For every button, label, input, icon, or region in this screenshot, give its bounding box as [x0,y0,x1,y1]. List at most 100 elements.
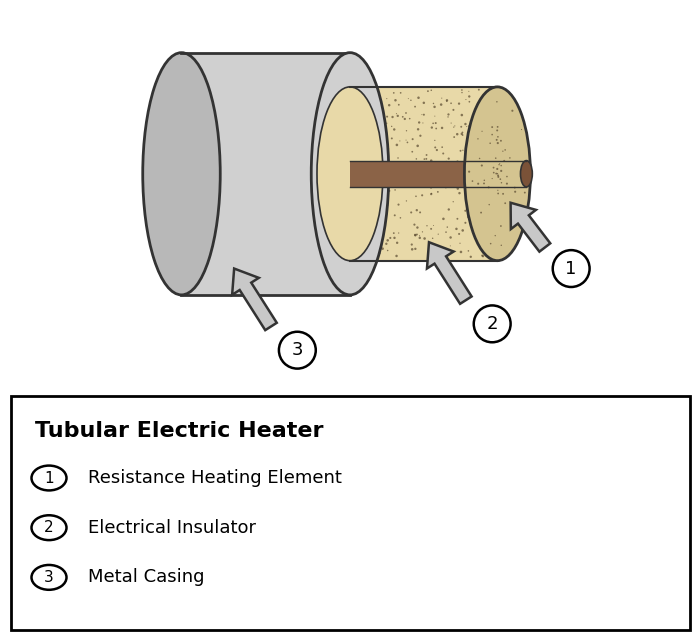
Point [467,176,478,186]
Ellipse shape [312,53,388,295]
Text: Electrical Insulator: Electrical Insulator [88,519,256,537]
Point [497,146,508,156]
Point [414,207,426,217]
Point [466,252,477,262]
Point [372,172,384,182]
Point [411,154,422,164]
Point [443,204,454,215]
Point [456,165,468,175]
Point [488,168,499,178]
Point [416,168,427,178]
Point [496,221,507,231]
Polygon shape [232,269,276,330]
Point [401,173,412,183]
Point [437,142,448,152]
Point [406,240,417,250]
Point [491,135,503,145]
Point [352,225,363,235]
Point [364,201,375,211]
Point [351,224,362,234]
Point [519,176,530,186]
Point [370,145,381,155]
Point [364,170,375,180]
Point [364,243,375,254]
Point [460,119,471,129]
Point [495,174,506,184]
Point [419,110,430,120]
Point [452,213,463,224]
Circle shape [553,250,589,287]
Point [368,200,379,210]
Point [392,166,403,176]
Ellipse shape [464,87,531,261]
Point [431,145,442,155]
Point [374,161,386,171]
Point [382,245,393,255]
Point [383,144,394,154]
Point [463,91,475,101]
Point [382,235,393,245]
Point [419,233,430,243]
Point [482,178,493,189]
Point [440,179,452,189]
Point [386,121,398,131]
Point [496,166,507,176]
Text: Resistance Heating Element: Resistance Heating Element [88,469,342,487]
Point [459,146,470,156]
Point [473,85,484,95]
Point [377,143,388,153]
Point [362,203,373,213]
Point [467,212,478,222]
Point [439,247,450,257]
Point [385,233,396,243]
Polygon shape [10,396,690,629]
Text: Metal Casing: Metal Casing [88,568,204,587]
Point [426,85,437,96]
Point [456,122,467,132]
Point [374,163,386,173]
Point [389,228,400,238]
Point [491,169,502,179]
Point [366,169,377,180]
Point [484,138,496,148]
Point [456,110,468,120]
Point [429,102,440,112]
Point [433,229,444,240]
Point [362,87,373,97]
Point [493,170,504,180]
Point [444,241,456,251]
Point [449,132,460,142]
Point [468,227,480,238]
Circle shape [32,466,66,490]
Point [486,173,498,183]
Point [476,123,487,133]
Point [365,238,376,248]
Ellipse shape [317,87,383,261]
Point [393,199,404,210]
Point [492,169,503,179]
Point [391,108,402,118]
Polygon shape [350,161,526,187]
Point [415,131,426,141]
Point [370,110,381,120]
Point [509,183,520,193]
Point [445,233,456,243]
Point [428,220,439,231]
Point [490,153,501,163]
Point [412,229,423,240]
Point [401,125,412,136]
Point [400,108,412,118]
Point [416,110,428,120]
Point [365,191,377,201]
Point [421,150,432,160]
Point [356,201,367,211]
Point [443,110,454,120]
Point [442,112,454,122]
Point [496,178,507,188]
Point [439,174,450,184]
Point [473,178,484,189]
Point [356,151,367,161]
Point [365,152,377,162]
Point [430,124,442,134]
Point [426,189,437,199]
